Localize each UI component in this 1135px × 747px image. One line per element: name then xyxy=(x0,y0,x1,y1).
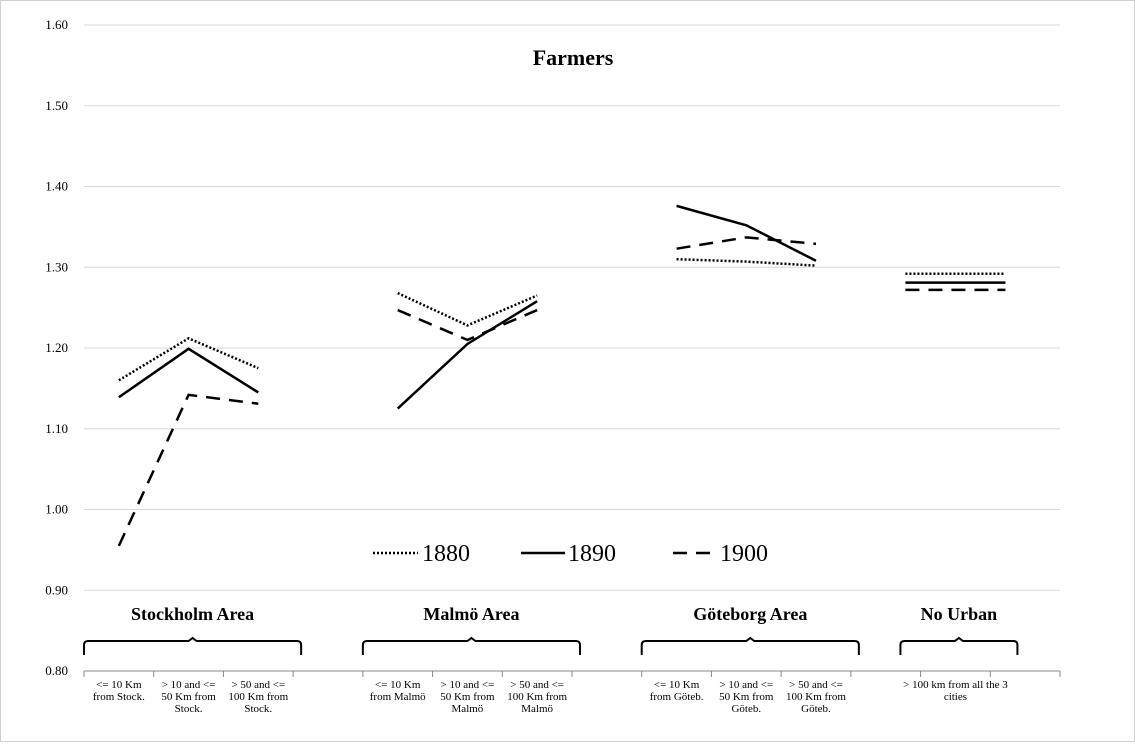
series-1880-line xyxy=(676,257,817,267)
x-tick-label: > 10 and <= xyxy=(162,679,216,691)
data-point-1880 xyxy=(256,366,260,370)
data-point-1900 xyxy=(117,544,121,548)
data-point-1880 xyxy=(675,257,679,261)
data-point-1900 xyxy=(535,308,539,312)
x-tick-label: Stock. xyxy=(175,703,203,715)
data-point-1880 xyxy=(953,272,957,276)
x-tick-label: > 10 and <= xyxy=(719,679,773,691)
group-brace xyxy=(640,636,860,655)
x-tick-label: 50 Km from xyxy=(440,691,495,703)
data-point-1900 xyxy=(814,242,818,246)
x-tick-label: Stock. xyxy=(244,703,272,715)
y-tick-label: 1.20 xyxy=(45,340,68,355)
data-point-1890 xyxy=(814,259,818,263)
data-point-1890 xyxy=(675,204,679,208)
data-point-1880 xyxy=(117,378,121,382)
data-point-1890 xyxy=(117,395,121,399)
x-tick-label: from Stock. xyxy=(93,691,145,703)
y-tick-label: 0.80 xyxy=(45,663,68,678)
x-tick-label: cities xyxy=(944,691,967,703)
legend-label: 1880 xyxy=(422,541,470,567)
data-point-1900 xyxy=(675,247,679,251)
data-point-1900 xyxy=(744,235,748,239)
group-label: No Urban xyxy=(921,604,998,624)
y-tick-label: 0.90 xyxy=(45,582,68,597)
group-label: Malmö Area xyxy=(423,604,519,624)
y-tick-label: 1.00 xyxy=(45,502,68,517)
series-1900-line xyxy=(117,393,259,547)
data-point-1890 xyxy=(465,342,469,346)
data-point-1880 xyxy=(396,291,400,295)
x-tick-label: Göteb. xyxy=(731,703,761,715)
y-tick-label: 1.60 xyxy=(45,17,68,32)
x-tick-label: 50 Km from xyxy=(161,691,216,703)
data-point-1900 xyxy=(465,338,469,342)
series-1880-line xyxy=(118,336,259,382)
data-point-1880 xyxy=(744,260,748,264)
data-point-1890 xyxy=(256,390,260,394)
x-tick-label: > 10 and <= xyxy=(441,679,495,691)
x-tick-label: Malmö xyxy=(452,703,484,715)
y-tick-label: 1.30 xyxy=(45,259,68,274)
series-1890-line xyxy=(676,204,817,262)
x-tick-label: > 50 and <= xyxy=(231,679,285,691)
group-brace xyxy=(899,636,1019,655)
data-point-1890 xyxy=(535,299,539,303)
x-tick-label: 50 Km from xyxy=(719,691,774,703)
data-point-1890 xyxy=(187,347,191,351)
y-tick-label: 1.50 xyxy=(45,98,68,113)
data-point-1880 xyxy=(535,294,539,298)
group-label: Göteborg Area xyxy=(693,604,807,624)
data-point-1880 xyxy=(814,264,818,268)
series-1890-line xyxy=(396,300,538,410)
x-tick-label: 100 Km from xyxy=(228,691,288,703)
x-tick-label: from Malmö xyxy=(370,691,426,703)
series-1900-line xyxy=(397,308,538,342)
y-tick-label: 1.10 xyxy=(45,421,68,436)
x-tick-label: 100 Km from xyxy=(786,691,846,703)
series-1900-line xyxy=(676,236,817,250)
data-point-1890 xyxy=(953,281,957,285)
chart-title: Farmers xyxy=(533,45,614,70)
x-tick-label: <= 10 Km xyxy=(96,679,142,691)
legend-label: 1900 xyxy=(720,541,768,567)
x-tick-label: > 100 km from all the 3 xyxy=(903,679,1008,691)
data-point-1900 xyxy=(256,402,260,406)
data-point-1880 xyxy=(465,323,469,327)
x-tick-label: > 50 and <= xyxy=(789,679,843,691)
x-tick-label: <= 10 Km xyxy=(654,679,700,691)
x-tick-label: Göteb. xyxy=(801,703,831,715)
x-tick-label: > 50 and <= xyxy=(510,679,564,691)
group-brace xyxy=(83,636,303,655)
series-1890-line xyxy=(118,347,259,399)
legend-label: 1890 xyxy=(568,541,616,567)
data-point-1880 xyxy=(187,336,191,340)
series-1880-line xyxy=(397,291,538,327)
x-tick-label: from Göteb. xyxy=(650,691,704,703)
data-point-1900 xyxy=(187,393,191,397)
y-tick-label: 1.40 xyxy=(45,179,68,194)
x-tick-label: <= 10 Km xyxy=(375,679,421,691)
data-point-1900 xyxy=(396,308,400,312)
x-tick-label: Malmö xyxy=(521,703,553,715)
x-tick-label: 100 Km from xyxy=(507,691,567,703)
data-point-1890 xyxy=(396,407,400,411)
group-brace xyxy=(361,636,581,655)
data-point-1890 xyxy=(744,223,748,227)
data-point-1900 xyxy=(953,288,957,292)
group-label: Stockholm Area xyxy=(131,604,254,624)
